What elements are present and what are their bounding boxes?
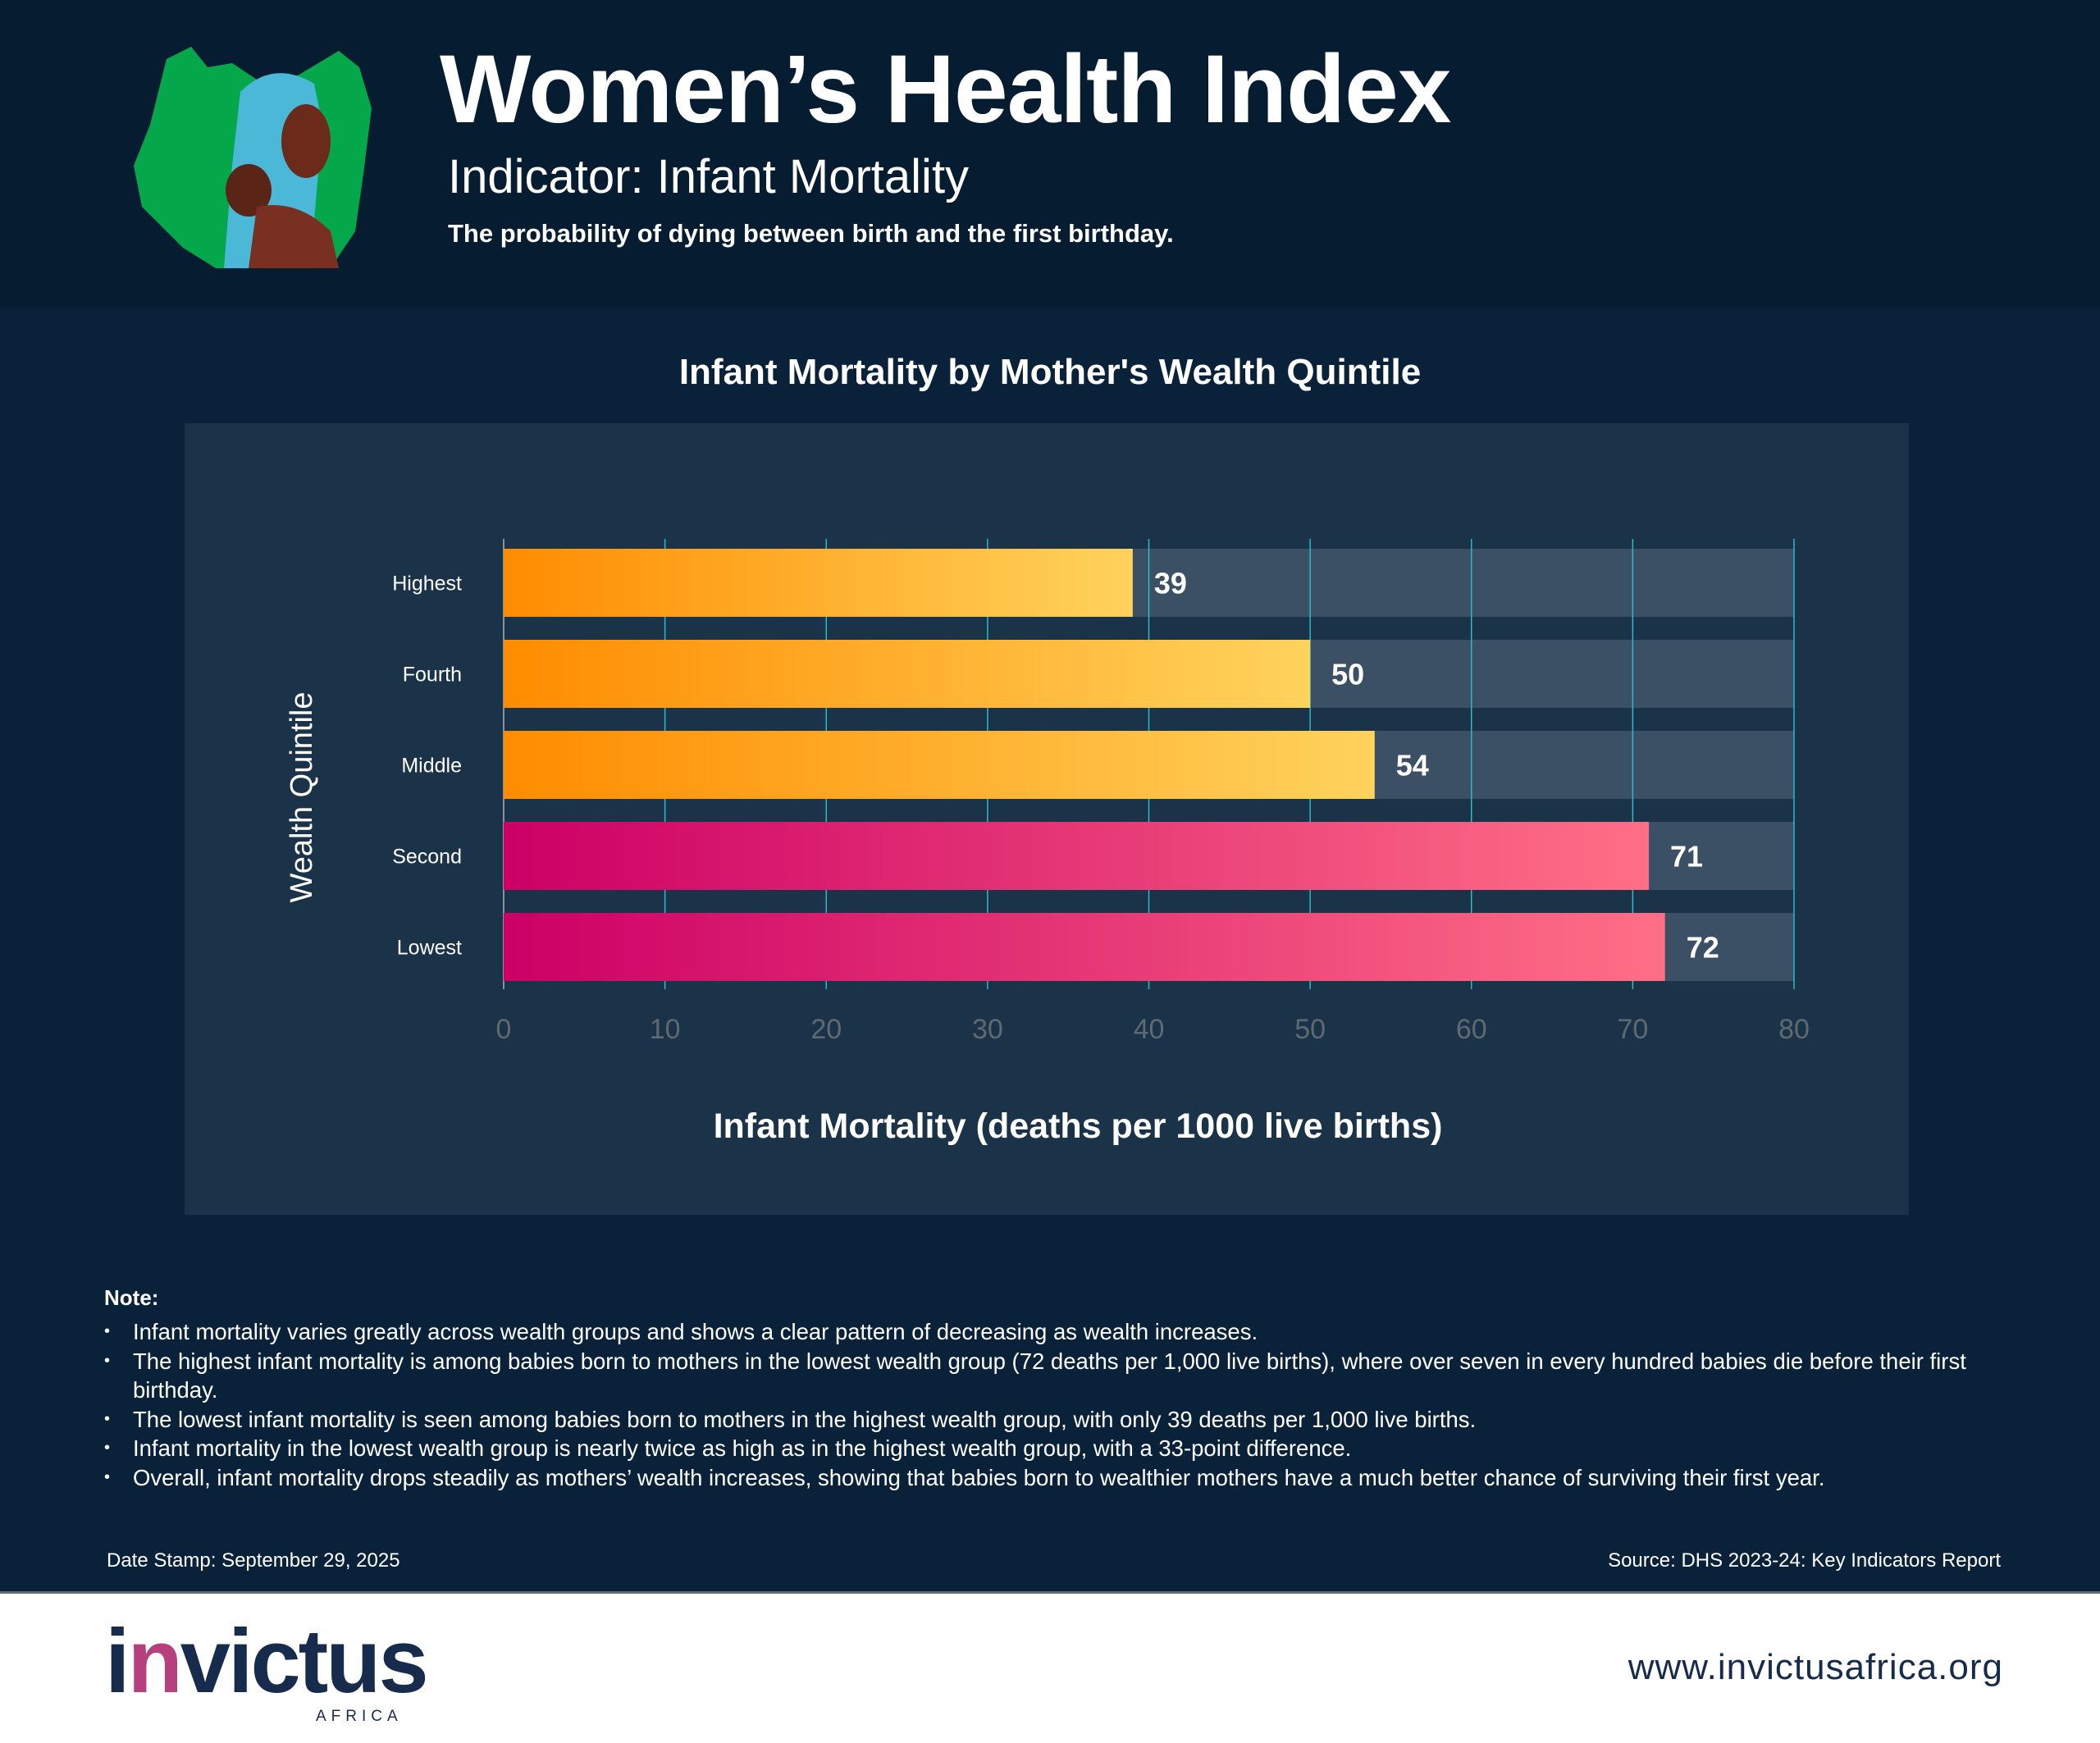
value-label: 71 xyxy=(1670,840,1703,874)
note-item: • Infant mortality varies greatly across … xyxy=(104,1317,2048,1347)
x-tick-label: 20 xyxy=(810,1014,842,1045)
y-category-label: Highest xyxy=(392,573,462,595)
bar-highest xyxy=(504,549,1133,617)
x-tick-label: 30 xyxy=(972,1014,1003,1045)
y-category-label: Fourth xyxy=(403,664,462,687)
invictus-logo: invictus xyxy=(105,1611,429,1712)
note-item: • Overall, infant mortality drops steadil… xyxy=(104,1463,2048,1493)
y-category-label: Middle xyxy=(401,755,462,778)
bar-fourth xyxy=(504,640,1311,708)
indicator-subtitle: Indicator: Infant Mortality xyxy=(448,150,970,203)
x-tick-label: 50 xyxy=(1294,1014,1326,1045)
indicator-description: The probability of dying between birth a… xyxy=(448,219,1174,248)
date-stamp: Date Stamp: September 29, 2025 xyxy=(107,1549,400,1572)
x-tick-label: 0 xyxy=(496,1014,512,1045)
y-category-label: Lowest xyxy=(397,937,462,960)
website-link[interactable]: www.invictusafrica.org xyxy=(1628,1647,2003,1687)
note-text: Infant mortality varies greatly across w… xyxy=(133,1319,1258,1344)
notes-heading: Note: xyxy=(104,1285,159,1310)
bullet-icon: • xyxy=(104,1439,111,1457)
x-axis-title: Infant Mortality (deaths per 1000 live b… xyxy=(714,1106,1443,1146)
bar-lowest xyxy=(504,913,1665,981)
x-tick-label: 10 xyxy=(650,1014,681,1045)
note-text: Overall, infant mortality drops steadily… xyxy=(133,1464,1825,1490)
y-category-label: Second xyxy=(392,846,462,869)
page-title: Women’s Health Index xyxy=(440,35,1451,144)
note-text: The lowest infant mortality is seen amon… xyxy=(133,1406,1477,1432)
value-label: 72 xyxy=(1687,931,1719,965)
header: Women’s Health Index Indicator: Infant M… xyxy=(0,0,2100,308)
x-tick-label: 60 xyxy=(1456,1014,1487,1045)
value-label: 50 xyxy=(1331,658,1364,691)
mother-child-illustration xyxy=(134,47,372,268)
bullet-icon: • xyxy=(104,1351,111,1370)
value-label: 39 xyxy=(1154,567,1187,600)
x-tick-label: 70 xyxy=(1617,1014,1648,1045)
note-item: • The lowest infant mortality is seen amo… xyxy=(104,1405,2048,1435)
note-item: • Infant mortality in the lowest wealth g… xyxy=(104,1434,2048,1463)
notes-list: • Infant mortality varies greatly across … xyxy=(104,1317,2048,1492)
y-axis-title: Wealth Quintile xyxy=(285,692,319,903)
logo-subtext: AFRICA xyxy=(316,1708,403,1725)
bar-chart: Wealth Quintile Infant Mortality (deaths… xyxy=(285,539,1810,1146)
source-citation: Source: DHS 2023-24: Key Indicators Repo… xyxy=(1608,1549,2001,1572)
value-label: 54 xyxy=(1396,749,1429,783)
bullet-icon: • xyxy=(104,1409,111,1428)
chart-title: Infant Mortality by Mother's Wealth Quin… xyxy=(678,352,1422,392)
bar-second xyxy=(504,822,1650,890)
bar-middle xyxy=(504,731,1375,799)
footer: invictus AFRICA www.invictusafrica.org xyxy=(0,1591,2100,1743)
note-text: Infant mortality in the lowest wealth gr… xyxy=(133,1435,1352,1461)
x-tick-label: 80 xyxy=(1778,1014,1810,1045)
note-text: The highest infant mortality is among ba… xyxy=(133,1348,1966,1403)
bullet-icon: • xyxy=(104,1467,111,1486)
x-tick-label: 40 xyxy=(1134,1014,1165,1045)
note-item: • The highest infant mortality is among b… xyxy=(104,1347,2048,1405)
bullet-icon: • xyxy=(104,1322,111,1340)
